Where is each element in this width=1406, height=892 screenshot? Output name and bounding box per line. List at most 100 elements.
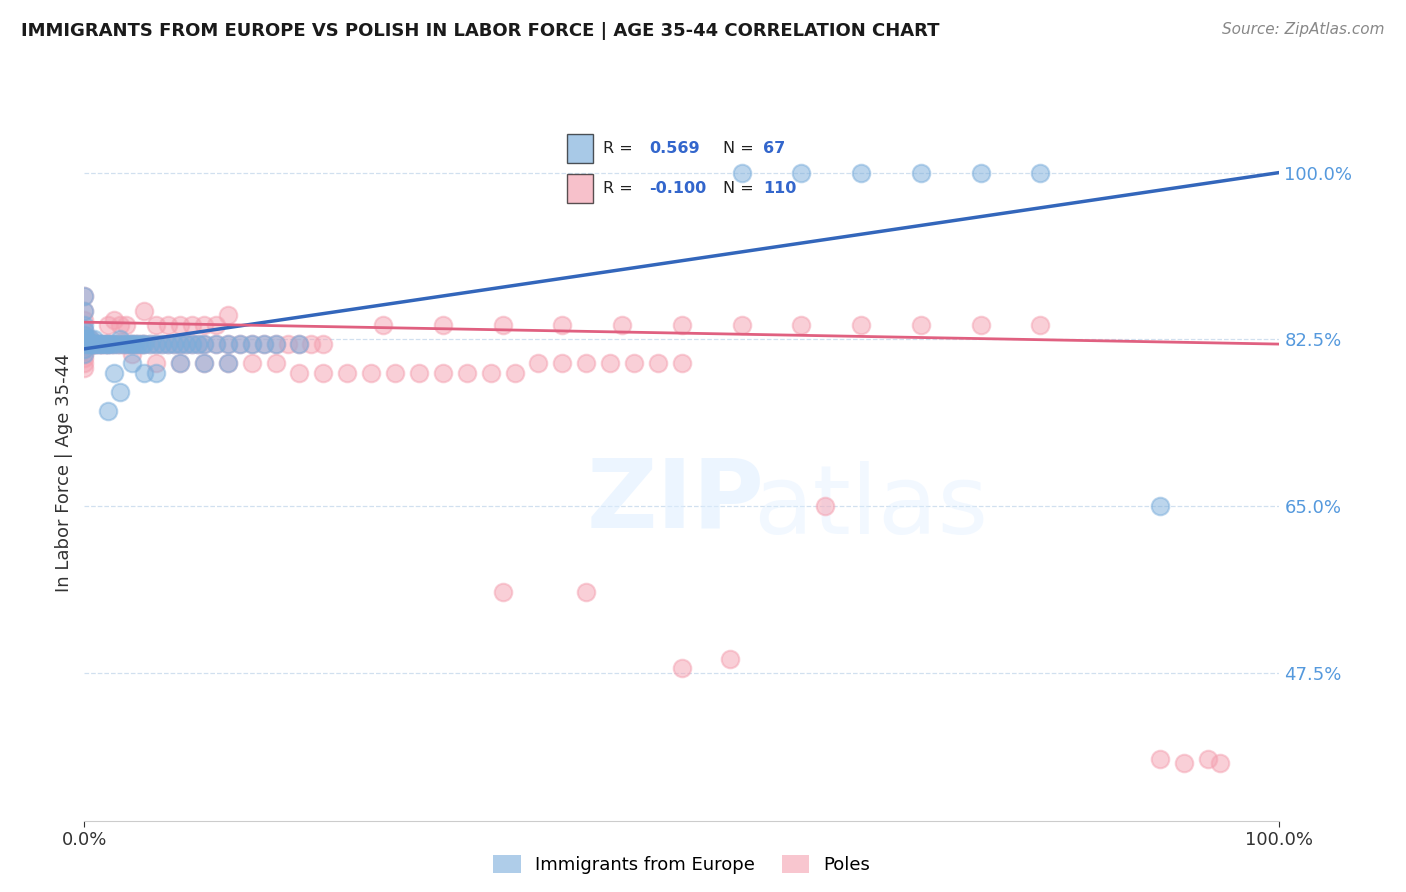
Point — [551, 318, 574, 332]
Point — [96, 337, 118, 351]
Point — [575, 356, 598, 370]
Point — [205, 318, 228, 332]
Text: Source: ZipAtlas.com: Source: ZipAtlas.com — [1222, 22, 1385, 37]
Point — [575, 585, 598, 599]
Point — [264, 337, 287, 351]
Point — [76, 332, 98, 346]
Point — [73, 289, 96, 303]
Point — [82, 337, 104, 351]
Point — [1029, 318, 1052, 332]
Point — [910, 165, 932, 179]
Point — [132, 337, 156, 351]
Point — [910, 318, 932, 332]
Text: R =: R = — [603, 181, 633, 196]
Point — [115, 337, 138, 351]
Point — [75, 332, 97, 346]
Point — [169, 337, 191, 351]
Point — [671, 318, 693, 332]
Point — [205, 337, 228, 351]
Point — [77, 337, 100, 351]
Point — [79, 332, 101, 346]
Point — [790, 165, 813, 179]
Point — [193, 337, 215, 351]
Point — [107, 337, 129, 351]
Point — [73, 318, 96, 332]
Point — [384, 366, 406, 380]
Text: 110: 110 — [763, 181, 797, 196]
Point — [131, 337, 153, 351]
Point — [1208, 756, 1230, 771]
Point — [73, 303, 96, 318]
Text: IMMIGRANTS FROM EUROPE VS POLISH IN LABOR FORCE | AGE 35-44 CORRELATION CHART: IMMIGRANTS FROM EUROPE VS POLISH IN LABO… — [21, 22, 939, 40]
Point — [145, 366, 167, 380]
Point — [187, 337, 209, 351]
Text: atlas: atlas — [754, 461, 988, 554]
Point — [87, 337, 110, 351]
Point — [169, 337, 191, 351]
Point — [849, 165, 872, 179]
Point — [492, 585, 515, 599]
Point — [73, 356, 96, 370]
Point — [647, 356, 669, 370]
Point — [217, 356, 239, 370]
Point — [111, 337, 134, 351]
Point — [145, 318, 167, 332]
Point — [89, 337, 111, 351]
Point — [110, 318, 132, 332]
Point — [121, 337, 143, 351]
Point — [115, 318, 138, 332]
Point — [83, 337, 105, 351]
Point — [73, 351, 96, 366]
Point — [73, 327, 96, 342]
Point — [73, 303, 96, 318]
Point — [288, 366, 311, 380]
Point — [217, 337, 239, 351]
Point — [408, 366, 430, 380]
Legend: Immigrants from Europe, Poles: Immigrants from Europe, Poles — [486, 847, 877, 881]
Point — [253, 337, 276, 351]
Point — [240, 337, 263, 351]
Point — [205, 337, 228, 351]
Point — [118, 337, 141, 351]
Point — [91, 337, 114, 351]
Point — [301, 337, 323, 351]
Point — [84, 337, 107, 351]
Point — [623, 356, 645, 370]
Point — [718, 651, 741, 665]
Point — [97, 337, 120, 351]
Point — [103, 337, 125, 351]
Point — [118, 337, 141, 351]
Point — [174, 337, 197, 351]
Point — [121, 346, 143, 360]
Point — [551, 356, 574, 370]
Point — [174, 337, 197, 351]
Point — [180, 337, 202, 351]
Point — [76, 332, 98, 346]
Point — [145, 356, 167, 370]
Point — [80, 337, 103, 351]
Point — [87, 337, 110, 351]
Point — [110, 384, 132, 399]
Point — [96, 337, 118, 351]
Point — [115, 337, 138, 351]
Point — [79, 332, 101, 346]
Point — [193, 356, 215, 370]
Point — [150, 337, 173, 351]
Point — [77, 337, 100, 351]
Point — [73, 337, 96, 351]
Point — [73, 360, 96, 375]
Text: N =: N = — [723, 181, 754, 196]
Point — [217, 309, 239, 323]
Point — [599, 356, 621, 370]
Point — [479, 366, 502, 380]
Point — [169, 356, 191, 370]
Point — [790, 318, 813, 332]
Point — [157, 337, 180, 351]
Point — [492, 318, 515, 332]
Point — [169, 356, 191, 370]
Point — [1149, 752, 1171, 766]
Point — [124, 337, 146, 351]
Point — [288, 337, 311, 351]
Point — [671, 661, 693, 675]
Point — [253, 337, 276, 351]
